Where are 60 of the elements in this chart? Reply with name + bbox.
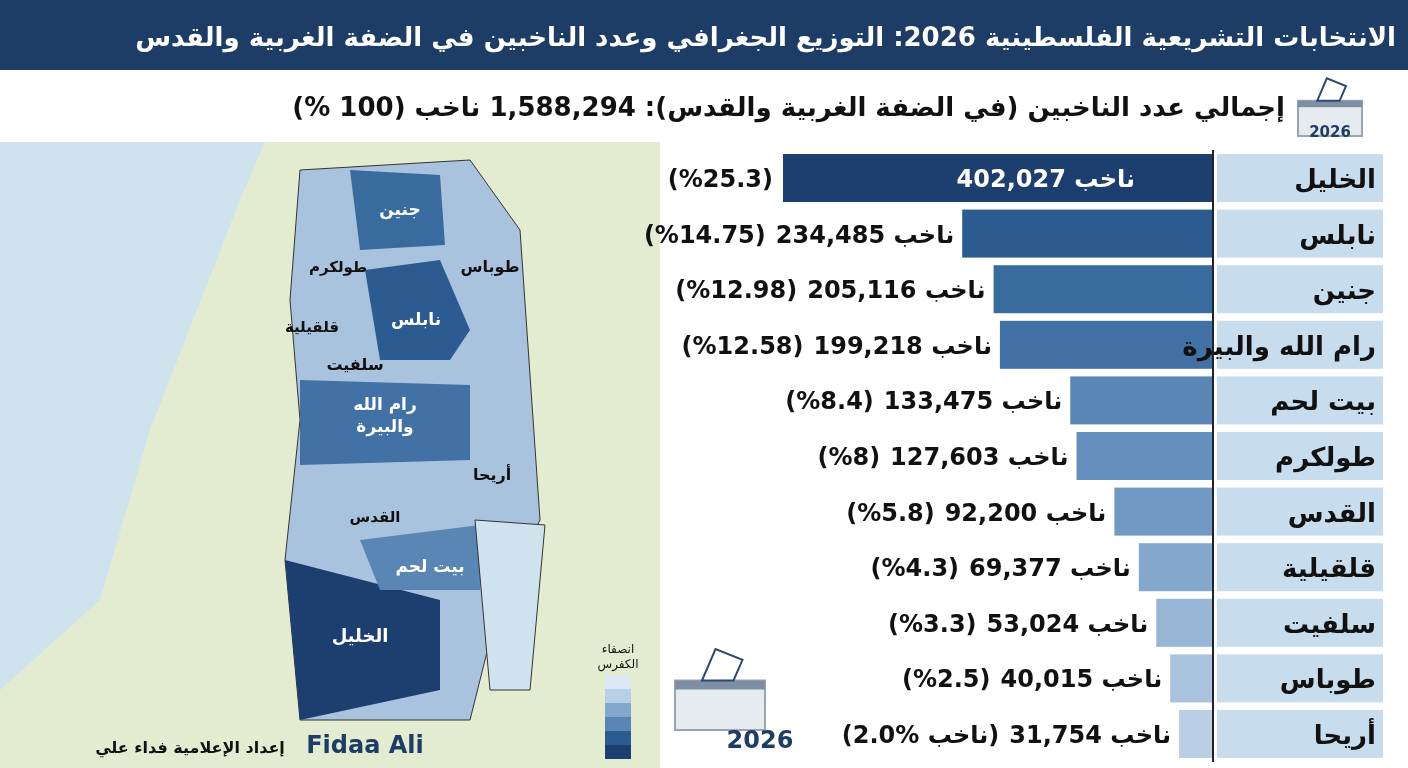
data-label: 92,200 ناخب — [944, 498, 1107, 527]
annotation: (%8.4) — [785, 387, 874, 416]
annotation: (%2.5) — [902, 665, 991, 694]
y-tick-label: القدس — [1287, 497, 1376, 528]
bar — [1179, 710, 1213, 758]
data-label: 199,218 ناخب — [813, 331, 992, 360]
data-label: 40,015 ناخب — [1000, 665, 1163, 694]
text: طوباس — [460, 257, 520, 276]
data-label: 53,024 ناخب — [986, 609, 1149, 638]
bar — [1156, 598, 1213, 647]
text: القدس — [349, 508, 401, 526]
text: طولكرم — [308, 258, 368, 276]
bar — [1170, 654, 1213, 703]
text: انصفاء الكفرس — [597, 641, 639, 673]
annotation: (%3.3) — [888, 609, 977, 638]
bar — [962, 209, 1213, 258]
bar — [1114, 487, 1213, 536]
bar — [1070, 376, 1213, 425]
text: الخليل — [331, 625, 389, 646]
text: جنين — [379, 199, 421, 220]
annotation: 2026 — [726, 726, 794, 754]
text: بيت لحم — [395, 556, 465, 576]
chart-title: الانتخابات التشريعية الفلسطينية 2026: التوزيع الجغرافي وعدد الناخبين في الضفة الغربية والقدس — [135, 22, 1396, 53]
data-label: 402,027 ناخب — [956, 165, 1135, 193]
bar — [783, 154, 1213, 202]
text: إعداد الإعلامية فداء علي — [95, 738, 285, 758]
text: رام الله والبيرة — [353, 393, 417, 437]
y-tick-label: طولكرم — [1275, 442, 1376, 473]
text: قلقيلية — [284, 318, 340, 336]
y-tick-label: أريحا — [1313, 718, 1376, 750]
text: (%14.75) — [643, 220, 766, 249]
y-tick-label: طوباس — [1279, 664, 1376, 696]
data-label: 127,603 ناخب — [890, 443, 1069, 471]
y-tick-label: جنين — [1312, 275, 1376, 307]
data-label: 133,475 ناخب — [883, 387, 1063, 416]
text: نابلس — [390, 309, 442, 329]
text: 2026 — [1309, 123, 1351, 141]
bar — [993, 265, 1213, 314]
annotation: (%12.58) — [681, 331, 804, 360]
y-tick-label: نابلس — [1299, 219, 1376, 250]
annotation: (%12.98) — [675, 276, 798, 305]
annotation: (2.0% ناخب) — [841, 721, 1000, 749]
text: أريحا — [472, 464, 512, 484]
data-label: 31,754 ناخب — [1009, 721, 1172, 749]
bar — [1138, 543, 1213, 592]
bar — [1076, 432, 1213, 480]
data-label: 205,116 ناخب — [807, 276, 986, 305]
y-tick-label: سلفيت — [1282, 608, 1376, 639]
annotation: (%4.3) — [870, 554, 960, 583]
y-tick-label: الخليل — [1294, 164, 1376, 194]
data-label: 234,485 ناخب — [775, 220, 955, 249]
text: سلفيت — [326, 355, 384, 374]
y-tick-label: قلقيلية — [1282, 553, 1376, 584]
chart-subtitle: إجمالي عدد الناخبين (في الضفة الغربية والقدس): 1,588,294 ناخب (100 %) — [292, 92, 1285, 123]
annotation: (%8) — [817, 443, 881, 471]
annotation: (%5.8) — [846, 498, 935, 527]
text: (%25.3) — [667, 165, 773, 193]
data-label: 69,377 ناخب — [969, 554, 1131, 583]
y-tick-label: بيت لحم — [1270, 386, 1376, 417]
text: Fidaa Ali — [306, 731, 424, 759]
